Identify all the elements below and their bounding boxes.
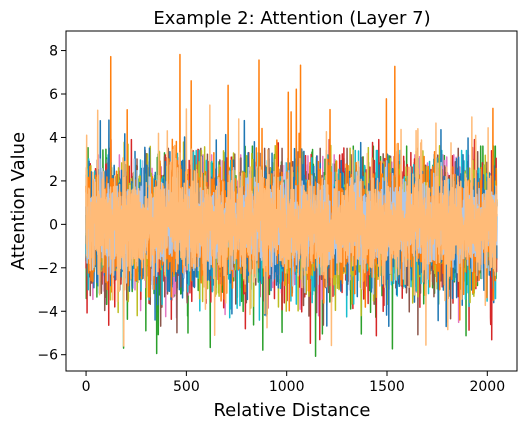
- y-tick-label: −4: [37, 304, 58, 320]
- plot-frame: [65, 30, 518, 372]
- x-axis: 0 500 1000 1500 2000: [82, 371, 505, 395]
- y-tick-label: 6: [49, 87, 58, 103]
- x-tick-label: 500: [173, 379, 200, 395]
- series-line-9: [85, 104, 498, 347]
- x-tick-label: 0: [82, 379, 91, 395]
- chart-title: Example 2: Attention (Layer 7): [153, 8, 430, 29]
- y-axis-label: Attention Value: [8, 132, 29, 270]
- y-axis: −6 −4 −2 0 2 4 6 8: [37, 44, 66, 364]
- y-tick-label: −6: [37, 348, 58, 364]
- x-tick-label: 1000: [269, 379, 305, 395]
- x-tick-label: 2000: [469, 379, 505, 395]
- y-tick-label: 8: [49, 44, 58, 60]
- x-axis-label: Relative Distance: [213, 400, 370, 421]
- y-tick-label: 0: [49, 217, 58, 233]
- series-layer: [85, 53, 498, 358]
- y-tick-label: −2: [37, 261, 58, 277]
- y-tick-label: 2: [49, 174, 58, 190]
- y-tick-label: 4: [49, 130, 58, 146]
- x-tick-label: 1500: [369, 379, 405, 395]
